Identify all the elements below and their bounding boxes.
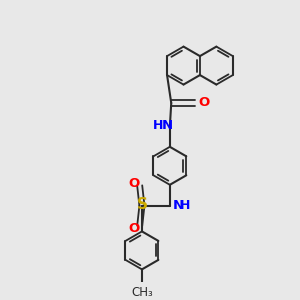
Text: H: H bbox=[153, 119, 163, 132]
Text: CH₃: CH₃ bbox=[131, 286, 153, 299]
Text: N: N bbox=[161, 119, 172, 132]
Text: S: S bbox=[136, 197, 147, 212]
Text: N: N bbox=[173, 199, 184, 212]
Text: O: O bbox=[128, 222, 139, 235]
Text: O: O bbox=[199, 97, 210, 110]
Text: H: H bbox=[180, 199, 190, 212]
Text: O: O bbox=[128, 177, 139, 190]
